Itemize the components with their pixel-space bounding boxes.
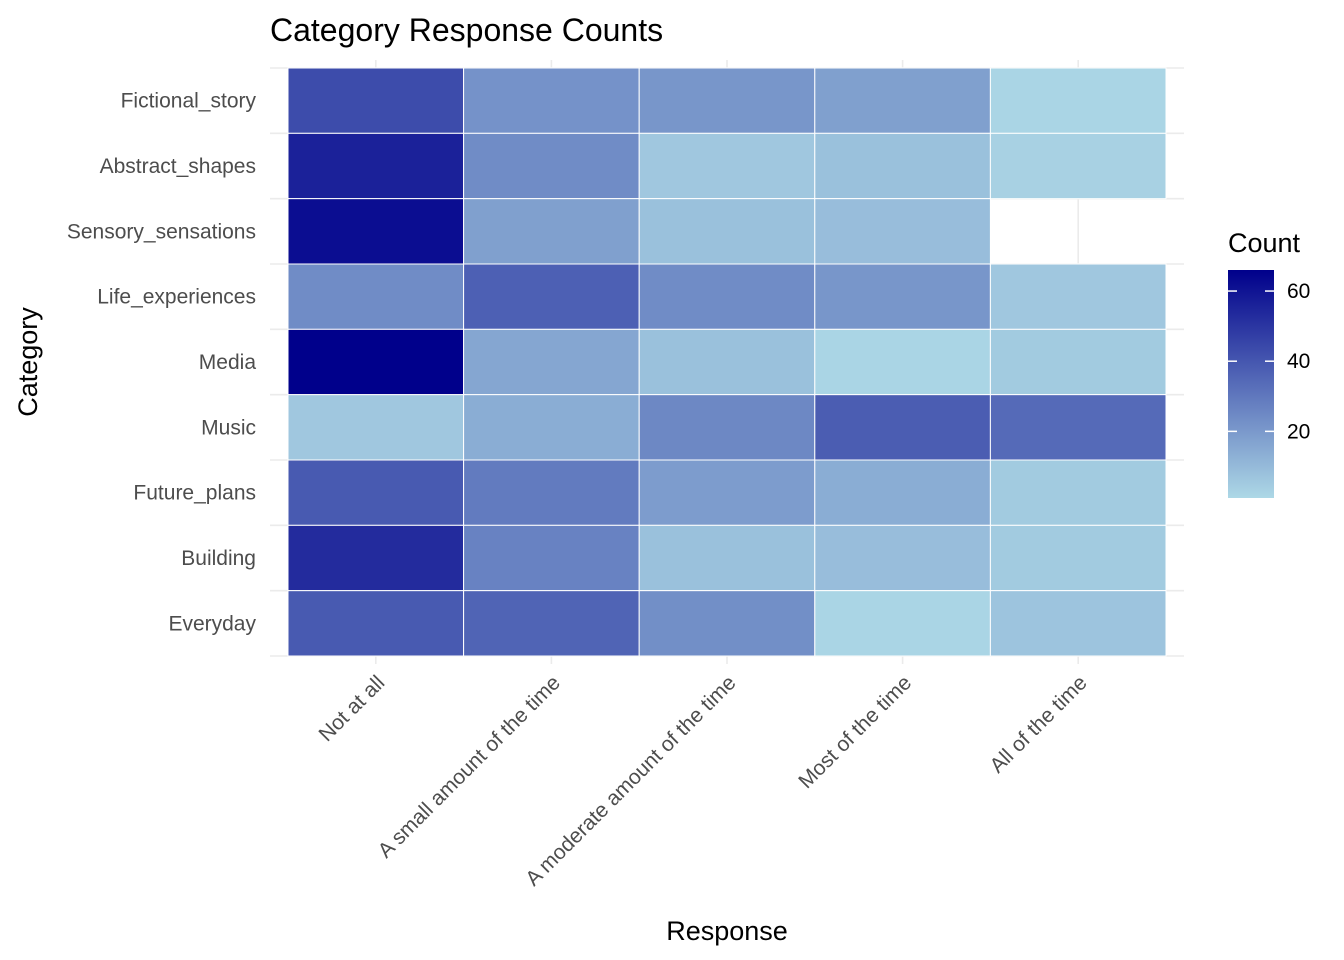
y-tick-label: Future_plans: [133, 482, 256, 505]
heatmap-cell: [638, 459, 816, 526]
heatmap-cell: [287, 198, 465, 265]
legend-colorbar: [1228, 270, 1274, 498]
y-tick-label: Life_experiences: [97, 286, 256, 309]
heatmap-cell: [287, 67, 465, 134]
heatmap-cell: [463, 394, 640, 461]
heatmap-cell: [463, 459, 640, 526]
heatmap-cell: [287, 459, 465, 526]
legend-tick-label: 60: [1287, 280, 1310, 303]
heatmap-cell: [989, 67, 1167, 134]
heatmap-cell: [463, 524, 640, 592]
heatmap-cell: [989, 328, 1167, 396]
y-axis-title: Category: [13, 307, 43, 417]
heatmap-cell: [638, 263, 816, 330]
heatmap-cell: [989, 394, 1167, 461]
x-tick-label: A small amount of the time: [374, 671, 565, 862]
heatmap-cell: [638, 132, 816, 200]
heatmap-cell: [814, 394, 991, 461]
heatmap-cell: [814, 263, 991, 330]
heatmap-cell: [989, 459, 1167, 526]
heatmap-cell: [989, 263, 1167, 330]
heatmap-cell: [638, 328, 816, 396]
heatmap-cell: [287, 394, 465, 461]
x-tick-label: A moderate amount of the time: [521, 671, 740, 890]
heatmap-cell: [463, 132, 640, 200]
x-tick-label: All of the time: [986, 671, 1092, 777]
heatmap-cell: [287, 328, 465, 396]
heatmap-cell: [638, 198, 816, 265]
y-tick-label: Everyday: [168, 612, 256, 635]
heatmap-cell: [638, 524, 816, 592]
x-tick-label: Not at all: [314, 671, 389, 746]
heatmap-cell: [287, 132, 465, 200]
heatmap-cell: [463, 590, 640, 657]
chart-title: Category Response Counts: [270, 12, 663, 48]
heatmap-cell: [463, 263, 640, 330]
heatmap-cells: [287, 67, 1167, 657]
legend-tick-label: 20: [1287, 420, 1310, 443]
heatmap-cell: [814, 459, 991, 526]
heatmap-cell: [814, 198, 991, 265]
heatmap-cell: [638, 394, 816, 461]
heatmap-cell: [463, 198, 640, 265]
heatmap-cell: [989, 524, 1167, 592]
heatmap-cell: [463, 328, 640, 396]
heatmap-cell: [638, 67, 816, 134]
heatmap-cell: [287, 590, 465, 657]
y-tick-label: Fictional_story: [121, 90, 257, 113]
heatmap-cell: [989, 132, 1167, 200]
heatmap-cell: [814, 132, 991, 200]
x-axis-title: Response: [666, 916, 788, 946]
y-tick-label: Music: [201, 416, 256, 439]
color-legend: Count 20 40 60: [1228, 228, 1310, 498]
heatmap-cell: [814, 67, 991, 134]
y-tick-label: Media: [199, 351, 257, 374]
y-tick-labels: Fictional_story Abstract_shapes Sensory_se…: [67, 90, 257, 636]
legend-ticks: 20 40 60: [1228, 280, 1310, 443]
x-tick-label: Most of the time: [794, 671, 916, 793]
heatmap-cell: [463, 67, 640, 134]
y-tick-label: Abstract_shapes: [100, 155, 256, 178]
heatmap-cell: [287, 524, 465, 592]
legend-title: Count: [1228, 228, 1301, 258]
heatmap-cell: [814, 524, 991, 592]
heatmap-cell: [287, 263, 465, 330]
heatmap-cell: [989, 590, 1167, 657]
y-tick-label: Sensory_sensations: [67, 220, 256, 243]
heatmap-cell: [814, 328, 991, 396]
heatmap-cell: [814, 590, 991, 657]
legend-tick-label: 40: [1287, 350, 1310, 373]
y-tick-label: Building: [181, 547, 256, 570]
heatmap-cell: [638, 590, 816, 657]
